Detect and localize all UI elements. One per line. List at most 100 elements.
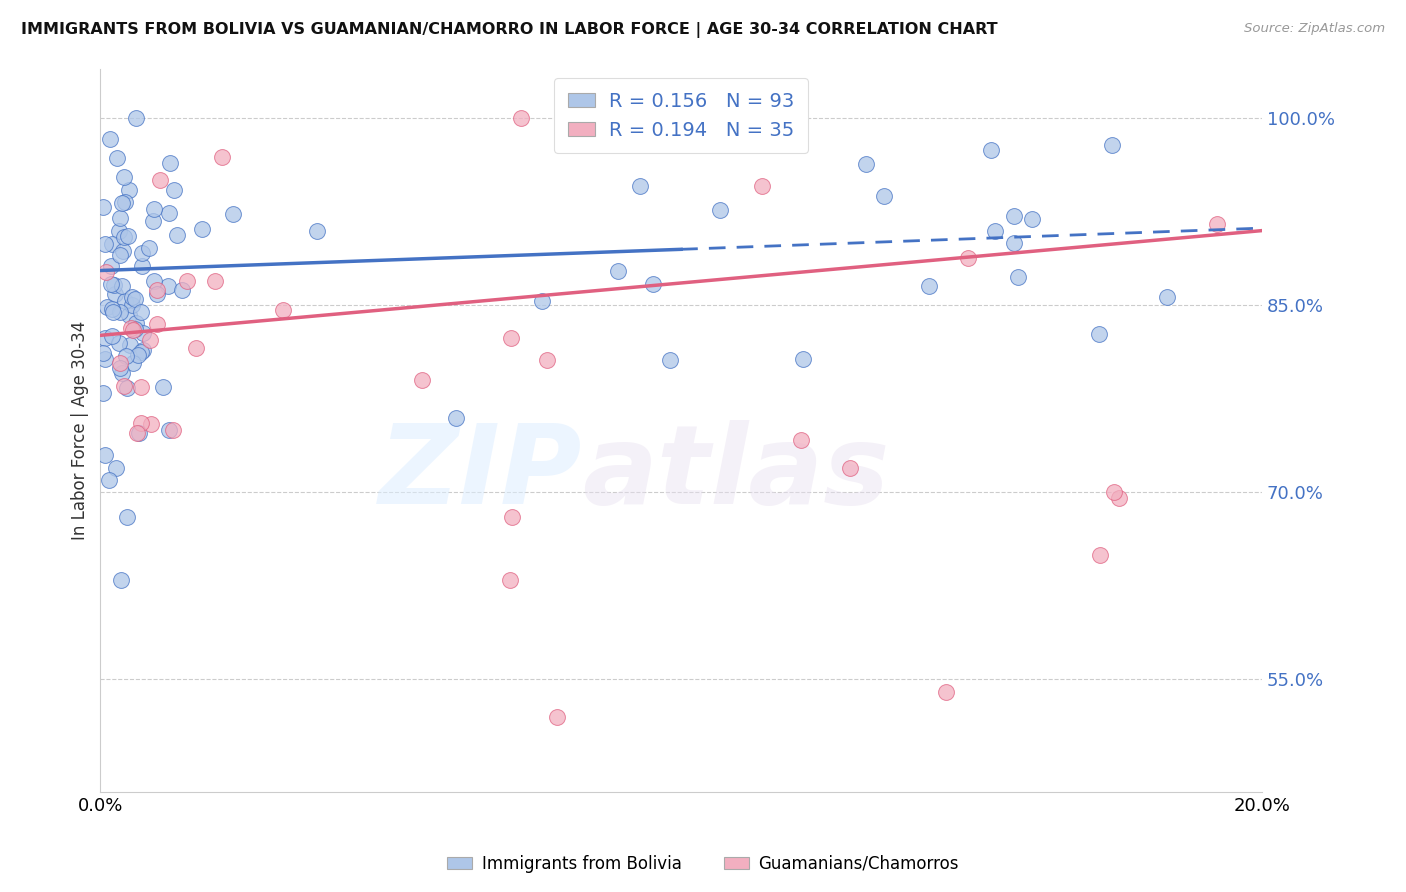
Point [101, 329, 124, 343]
Point [1021, 211, 1043, 226]
Point [152, 380, 174, 394]
Point [93, 352, 115, 367]
Point [96, 265, 118, 279]
Point [108, 248, 131, 262]
Point [751, 178, 773, 193]
Point [124, 292, 146, 306]
Point [444, 411, 467, 425]
Point [105, 151, 128, 165]
Point [124, 322, 146, 336]
Point [918, 279, 941, 293]
Point [110, 360, 132, 375]
Point [129, 305, 152, 319]
Point [186, 342, 208, 356]
Point [131, 260, 153, 274]
Legend: Immigrants from Bolivia, Guamanians/Chamorros: Immigrants from Bolivia, Guamanians/Cham… [440, 848, 966, 880]
Text: ZIP: ZIP [378, 420, 582, 527]
Point [411, 373, 433, 387]
Point [146, 318, 169, 332]
Point [709, 202, 731, 217]
Point [118, 183, 141, 197]
Point [142, 202, 165, 217]
Point [191, 222, 214, 236]
Point [658, 352, 681, 367]
Point [129, 380, 152, 394]
Point [204, 274, 226, 288]
Point [162, 423, 184, 437]
Point [170, 283, 193, 297]
Point [108, 356, 131, 370]
Point [91, 200, 114, 214]
Point [110, 211, 132, 225]
Point [115, 381, 138, 395]
Point [96, 300, 118, 314]
Point [122, 356, 145, 370]
Point [91, 346, 114, 360]
Point [166, 227, 188, 242]
Point [94, 237, 117, 252]
Point [107, 224, 129, 238]
Point [983, 224, 1005, 238]
Point [118, 309, 141, 323]
Point [112, 229, 135, 244]
Point [872, 188, 894, 202]
Text: atlas: atlas [582, 420, 890, 527]
Point [839, 460, 862, 475]
Point [163, 183, 186, 197]
Point [546, 710, 568, 724]
Point [1004, 209, 1026, 223]
Point [127, 425, 149, 440]
Point [103, 305, 125, 319]
Point [935, 685, 957, 699]
Point [499, 331, 522, 345]
Point [1206, 217, 1229, 231]
Point [222, 206, 245, 220]
Point [129, 345, 152, 359]
Point [157, 423, 180, 437]
Point [1090, 548, 1112, 562]
Point [501, 510, 523, 524]
Point [111, 367, 134, 381]
Point [138, 241, 160, 255]
Point [115, 510, 138, 524]
Point [1156, 290, 1178, 304]
Point [132, 343, 155, 357]
Point [855, 157, 877, 171]
Point [305, 224, 328, 238]
Point [509, 112, 531, 126]
Legend: R = 0.156   N = 93, R = 0.194   N = 35: R = 0.156 N = 93, R = 0.194 N = 35 [554, 78, 808, 153]
Text: Source: ZipAtlas.com: Source: ZipAtlas.com [1244, 22, 1385, 36]
Point [120, 338, 142, 352]
Point [139, 417, 162, 432]
Point [157, 206, 180, 220]
Point [97, 473, 120, 487]
Point [980, 143, 1002, 157]
Point [127, 348, 149, 362]
Point [121, 289, 143, 303]
Point [104, 460, 127, 475]
Point [607, 264, 630, 278]
Point [628, 178, 651, 193]
Point [1088, 327, 1111, 342]
Point [143, 274, 166, 288]
Point [142, 214, 165, 228]
Point [1002, 236, 1025, 251]
Point [643, 277, 665, 291]
Point [101, 237, 124, 252]
Point [114, 294, 136, 309]
Point [499, 573, 522, 587]
Point [124, 112, 146, 126]
Point [125, 316, 148, 330]
Point [112, 244, 135, 258]
Point [100, 277, 122, 291]
Point [110, 573, 132, 587]
Point [531, 294, 554, 309]
Point [111, 195, 134, 210]
Point [792, 352, 814, 367]
Point [536, 353, 558, 368]
Point [1108, 491, 1130, 506]
Point [148, 173, 170, 187]
Point [94, 448, 117, 462]
Point [94, 330, 117, 344]
Point [271, 302, 294, 317]
